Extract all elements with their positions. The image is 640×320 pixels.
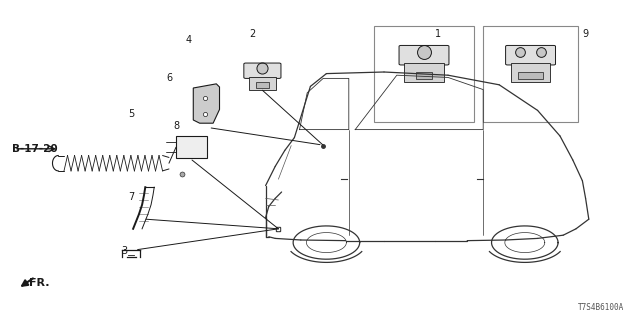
Text: 9: 9 [582, 28, 589, 39]
Bar [511, 63, 550, 82]
Bar [176, 136, 207, 158]
Bar [416, 72, 433, 79]
Text: 8: 8 [173, 121, 179, 132]
Text: T7S4B6100A: T7S4B6100A [578, 303, 624, 312]
Text: B-17-20: B-17-20 [12, 144, 58, 154]
FancyBboxPatch shape [244, 63, 281, 78]
Bar [483, 26, 578, 122]
Text: 2: 2 [250, 28, 256, 39]
Text: 6: 6 [166, 73, 173, 84]
Text: 7: 7 [128, 192, 134, 202]
FancyBboxPatch shape [506, 45, 556, 65]
Bar [249, 77, 276, 90]
Text: 5: 5 [128, 108, 134, 119]
Bar [404, 63, 444, 82]
Text: 1: 1 [435, 28, 442, 39]
Polygon shape [193, 84, 220, 123]
Bar [374, 26, 474, 122]
Bar [518, 72, 543, 79]
Text: 3: 3 [122, 246, 128, 256]
Text: 4: 4 [186, 35, 192, 45]
Text: FR.: FR. [29, 278, 50, 288]
FancyBboxPatch shape [399, 45, 449, 65]
Bar [256, 82, 269, 88]
